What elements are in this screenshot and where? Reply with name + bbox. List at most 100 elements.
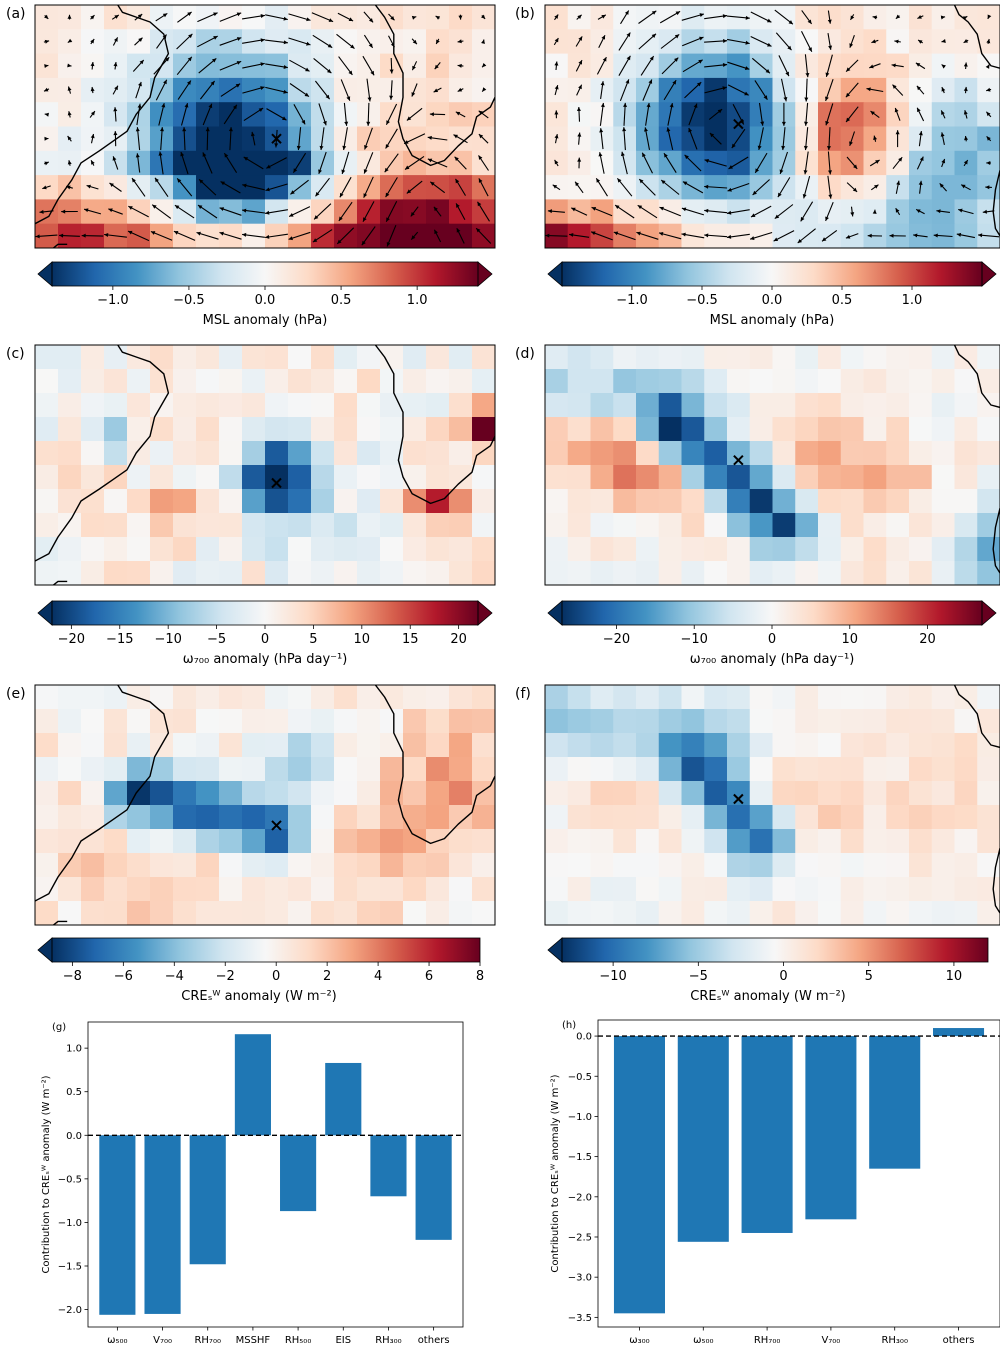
heatmap-cell: [772, 513, 796, 538]
heatmap-cell: [334, 345, 358, 370]
wind-arrowhead: [569, 232, 574, 237]
wind-arrowhead: [978, 233, 983, 238]
heatmap-cell: [81, 805, 105, 830]
heatmap-cell: [954, 829, 978, 854]
wind-arrowhead: [760, 121, 765, 126]
wind-arrowhead: [722, 86, 727, 91]
heatmap-cell: [81, 709, 105, 734]
heatmap-cell: [380, 465, 404, 490]
heatmap-cell: [472, 537, 495, 562]
wind-arrowhead: [384, 167, 389, 173]
wind-arrowhead: [804, 97, 809, 102]
heatmap-cell: [35, 393, 59, 418]
wind-arrowhead: [554, 110, 559, 115]
heatmap-cell: [590, 441, 614, 466]
heatmap-cell: [818, 757, 842, 782]
heatmap-cell: [288, 345, 312, 370]
wind-arrowhead: [850, 212, 855, 217]
wind-arrowhead: [260, 14, 265, 18]
panel-label: (d): [515, 346, 535, 362]
wind-arrowhead: [180, 151, 185, 157]
heatmap-cell: [150, 757, 174, 782]
heatmap-cell: [265, 781, 289, 806]
heatmap-cell: [242, 733, 266, 758]
heatmap-cell: [954, 709, 978, 734]
heatmap-cell: [636, 805, 660, 830]
heatmap-cell: [426, 877, 450, 902]
x-tick-label: others: [943, 1335, 975, 1346]
heatmap-cell: [81, 853, 105, 878]
wind-arrowhead: [571, 207, 576, 212]
wind-arrowhead: [986, 160, 991, 165]
heatmap-cell: [704, 685, 728, 710]
heatmap-cell: [219, 345, 243, 370]
bar-chart-1: (g) ω₅₀₀ V₇₀₀ RH₇₀₀ MSSHF RH₅₀₀ EIS RH₃₀₀ others…: [41, 1021, 464, 1346]
heatmap-cell: [545, 901, 569, 925]
heatmap-cell: [931, 345, 956, 370]
heatmap-cell: [242, 757, 266, 782]
wind-arrowhead: [916, 209, 921, 214]
heatmap-cell: [727, 829, 751, 854]
heatmap-cell: [681, 489, 705, 514]
wind-arrowhead: [44, 39, 50, 44]
heatmap-cell: [772, 465, 796, 490]
heatmap-cell: [265, 417, 289, 442]
heatmap-cell: [795, 561, 819, 585]
heatmap-cell: [380, 441, 404, 466]
heatmap-cell: [636, 781, 660, 806]
heatmap-cell: [886, 417, 910, 442]
heatmap-cell: [173, 853, 197, 878]
wind-arrowhead: [825, 72, 830, 77]
heatmap-cell: [35, 685, 59, 710]
wind-arrowhead: [941, 110, 945, 115]
heatmap-cell: [636, 829, 660, 854]
heatmap-cell: [127, 417, 151, 442]
heatmap-cell: [909, 345, 933, 370]
heatmap-cell: [590, 465, 614, 490]
wind-arrowhead: [90, 87, 95, 92]
heatmap-cell: [795, 513, 819, 538]
heatmap-cell: [636, 369, 660, 394]
heatmap-cell: [658, 781, 683, 806]
heatmap-cell: [658, 733, 683, 758]
heatmap-cell: [840, 733, 865, 758]
heatmap-cell: [334, 369, 358, 394]
wind-arrowhead: [740, 120, 744, 125]
heatmap-cell: [196, 757, 220, 782]
y-tick-label: −2.0: [58, 1305, 82, 1316]
wind-arrowhead: [219, 207, 225, 211]
heatmap-cells: [545, 345, 1000, 585]
wind-arrowhead: [220, 181, 226, 186]
heatmap-cell: [449, 685, 473, 710]
wind-arrowhead: [681, 207, 687, 212]
heatmap-cell: [658, 441, 683, 466]
heatmap-cell: [173, 733, 197, 758]
heatmap-cell: [931, 465, 956, 490]
wind-arrowhead: [59, 233, 64, 238]
colorbar-tick-label: −15: [106, 632, 133, 647]
heatmap-cell: [334, 853, 358, 878]
heatmap-cell: [863, 417, 887, 442]
heatmap-cell: [81, 757, 105, 782]
wind-arrowhead: [242, 183, 247, 188]
heatmap-cell: [636, 757, 660, 782]
heatmap-cell: [613, 829, 637, 854]
heatmap-cell: [173, 417, 197, 442]
wind-arrowhead: [765, 69, 770, 74]
heatmap-cell: [977, 757, 1000, 782]
wind-arrowhead: [704, 233, 709, 238]
wind-arrowhead: [727, 210, 732, 215]
y-tick-label: −0.5: [58, 1174, 82, 1185]
heatmap-cell: [658, 513, 683, 538]
heatmap-cell: [35, 441, 59, 466]
heatmap-cell: [636, 733, 660, 758]
heatmap-cell: [749, 345, 774, 370]
heatmap-cell: [472, 709, 495, 734]
heatmap-cell: [818, 513, 842, 538]
wind-arrowhead: [602, 57, 607, 62]
wind-arrowhead: [90, 133, 95, 139]
heatmap-cell: [150, 561, 174, 585]
colorbar-tick-label: −6: [114, 969, 133, 984]
heatmap-cell: [449, 537, 473, 562]
